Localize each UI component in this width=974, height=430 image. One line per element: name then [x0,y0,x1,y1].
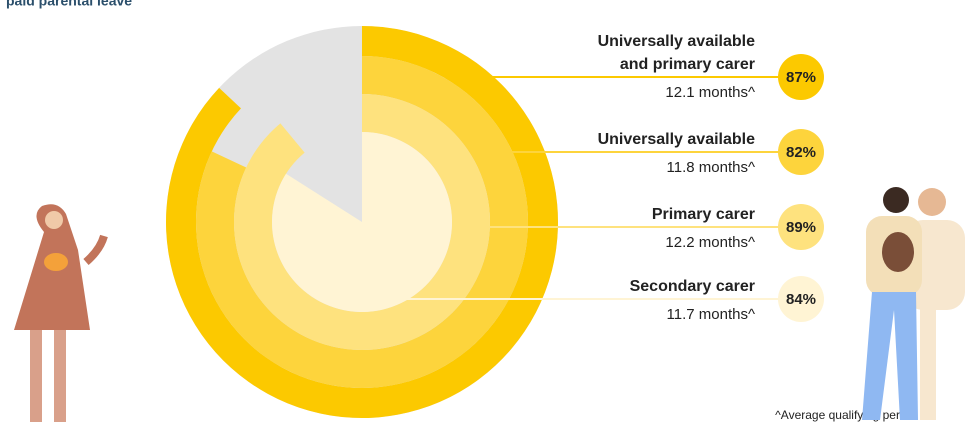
series-name: Universally available [598,131,756,148]
series-detail: 12.2 months^ [665,234,755,251]
value-label: 84% [786,291,816,308]
illustration-parents [862,187,965,420]
series-name: Primary carer [652,206,755,223]
series-name: Universally available [598,33,756,50]
footnote: ^Average qualifying period [775,408,916,422]
illustration-mother [14,204,108,422]
series-detail: 11.8 months^ [667,159,755,176]
value-badge [778,54,824,100]
series-name: Secondary carer [630,278,755,295]
series-name: and primary carer [620,56,755,73]
series-detail: 12.1 months^ [665,84,755,101]
value-label: 89% [786,219,816,236]
value-badge [778,204,824,250]
ring-arc [234,94,490,351]
value-badge [778,276,824,322]
ring-arc [272,132,453,312]
value-badge [778,129,824,175]
chart-title: paid parental leave [6,0,132,9]
series-detail: 11.7 months^ [667,306,755,323]
value-label: 82% [786,144,816,161]
value-label: 87% [786,69,816,86]
